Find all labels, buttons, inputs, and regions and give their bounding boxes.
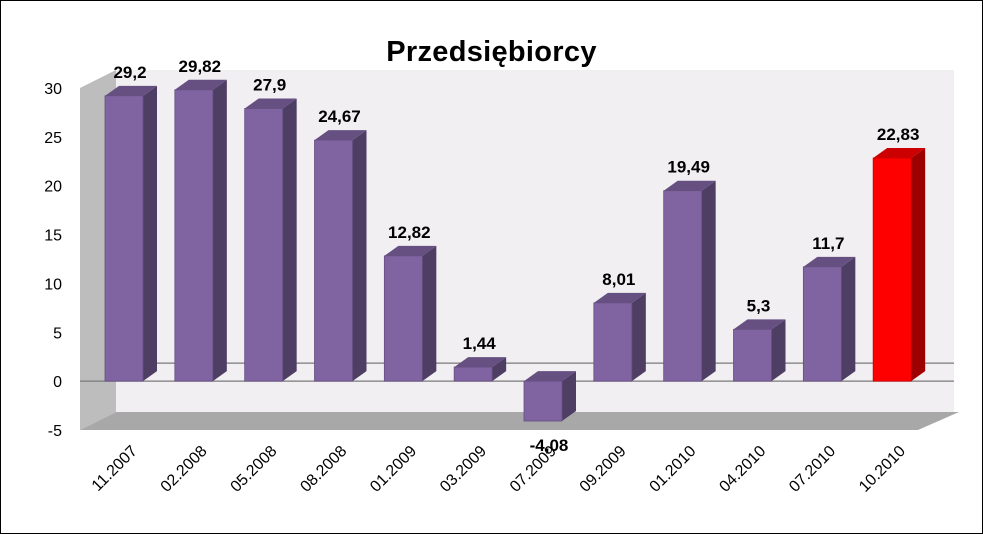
data-label: 12,82	[388, 223, 431, 242]
data-label: 11,7	[812, 234, 844, 253]
x-tick-label: 11.2007	[89, 443, 141, 495]
x-tick-label: 01.2009	[367, 443, 420, 496]
bar-top	[593, 292, 646, 303]
y-tick-label: 20	[44, 179, 62, 196]
bar-top	[733, 319, 786, 330]
bar	[733, 328, 772, 382]
bar	[104, 95, 144, 382]
bar	[663, 190, 703, 382]
bar-top	[454, 357, 507, 368]
y-tick-label: 30	[44, 81, 62, 98]
data-label: 29,82	[179, 57, 222, 76]
bar	[174, 89, 214, 382]
y-tick-label: 10	[44, 276, 62, 293]
x-tick-label: 03.2009	[437, 443, 490, 496]
data-label: 8,01	[602, 270, 635, 289]
x-tick-label: 09.2009	[577, 443, 630, 496]
data-label: -4,08	[530, 436, 569, 455]
data-label: 24,67	[318, 107, 361, 126]
bar-top	[384, 245, 437, 256]
x-tick-label: 02.2008	[158, 443, 211, 496]
x-tick-label: 08.2008	[297, 443, 350, 496]
bar-top	[663, 180, 716, 191]
bar	[523, 380, 563, 422]
data-label: 19,49	[667, 158, 710, 177]
bar	[314, 139, 353, 382]
bar-side	[352, 130, 367, 382]
bar-top	[524, 371, 576, 382]
bar	[593, 302, 633, 382]
floor	[80, 412, 959, 430]
bar-side	[422, 245, 437, 382]
bar-side	[562, 371, 576, 422]
bar-side	[282, 98, 297, 382]
data-label: 27,9	[253, 76, 286, 95]
bar-side	[771, 319, 786, 382]
bar	[453, 366, 493, 382]
x-tick-label: 04.2010	[716, 443, 769, 496]
y-tick-label: 0	[53, 374, 62, 391]
x-tick-label: 05.2008	[228, 443, 281, 496]
bar	[244, 108, 284, 382]
y-tick-label: 5	[53, 325, 62, 342]
bar-top	[873, 148, 926, 159]
x-tick-label: 10.2010	[856, 443, 909, 496]
y-tick-label: 15	[44, 228, 62, 245]
bar	[872, 157, 912, 382]
bar-side	[212, 79, 227, 382]
bar	[802, 266, 842, 382]
data-label: 1,44	[463, 334, 497, 353]
bar-side	[631, 292, 646, 382]
x-tick-label: 01.2010	[647, 443, 700, 496]
bar-top	[244, 98, 297, 109]
bar	[383, 255, 423, 382]
y-tick-label: -5	[48, 423, 62, 440]
bar-side	[492, 357, 507, 382]
bar-side	[701, 180, 716, 382]
data-label: 22,83	[877, 125, 920, 144]
data-label: 29,2	[113, 63, 146, 82]
x-tick-label: 07.2010	[786, 443, 839, 496]
y-tick-label: 25	[44, 130, 62, 147]
bar-top	[803, 256, 856, 267]
bar-side	[143, 85, 157, 382]
bar-top	[105, 85, 157, 96]
bar-top	[314, 130, 367, 141]
bar-top	[174, 79, 227, 90]
chart-title: Przedsiębiorcy	[386, 36, 597, 68]
bar-side	[841, 256, 856, 382]
bar-side	[911, 148, 926, 382]
data-label: 5,3	[747, 296, 771, 315]
